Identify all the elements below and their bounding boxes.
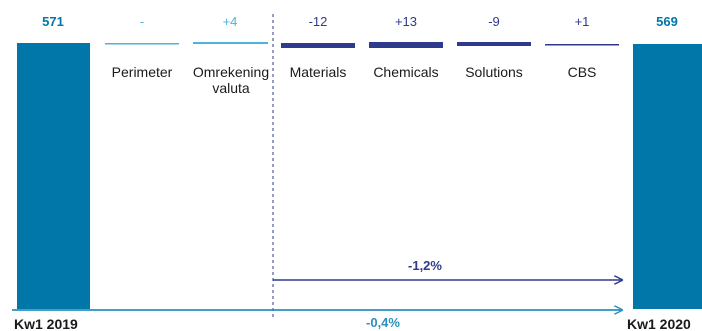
category-label-perimeter: Perimeter	[112, 64, 173, 80]
total-change-label: -0,4%	[366, 315, 400, 330]
value-label-chemicals: +13	[395, 14, 417, 29]
category-label-cbs: CBS	[568, 64, 597, 80]
value-label-omrekening-valuta: +4	[223, 14, 238, 29]
bar-cbs	[545, 44, 619, 46]
category-label-chemicals: Chemicals	[373, 64, 438, 80]
value-label-materials: -12	[309, 14, 328, 29]
category-label-omrekening: Omrekening	[193, 64, 269, 80]
category-label-solutions: Solutions	[465, 64, 523, 80]
category-label-materials: Materials	[290, 64, 347, 80]
bar-omrekening-valuta	[193, 42, 268, 44]
category-label-kw1-2020: Kw1 2020	[627, 316, 691, 331]
value-label-solutions: -9	[488, 14, 500, 29]
bar-perimeter	[105, 43, 179, 45]
category-label-valuta: valuta	[212, 80, 250, 96]
bar-materials	[281, 43, 355, 48]
bar-kw1-2020	[633, 44, 702, 309]
bar-kw1-2019	[17, 43, 90, 309]
bar-solutions	[457, 42, 531, 46]
category-label-kw1-2019: Kw1 2019	[14, 316, 78, 331]
bar-chemicals	[369, 42, 443, 48]
organic-change-label: -1,2%	[408, 258, 442, 273]
value-label-cbs: +1	[575, 14, 590, 29]
value-label-kw1-2020: 569	[656, 14, 678, 29]
value-label-perimeter: -	[140, 14, 144, 29]
value-label-kw1-2019: 571	[42, 14, 64, 29]
